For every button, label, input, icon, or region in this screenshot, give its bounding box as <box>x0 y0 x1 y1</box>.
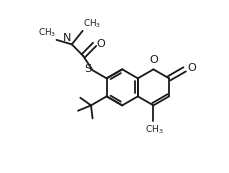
Text: O: O <box>97 39 105 49</box>
Text: CH$_3$: CH$_3$ <box>38 26 56 39</box>
Text: S: S <box>85 64 92 74</box>
Text: O: O <box>188 63 196 74</box>
Text: O: O <box>149 55 158 65</box>
Text: CH$_3$: CH$_3$ <box>145 124 164 136</box>
Text: CH$_3$: CH$_3$ <box>83 17 101 30</box>
Text: N: N <box>63 33 71 43</box>
